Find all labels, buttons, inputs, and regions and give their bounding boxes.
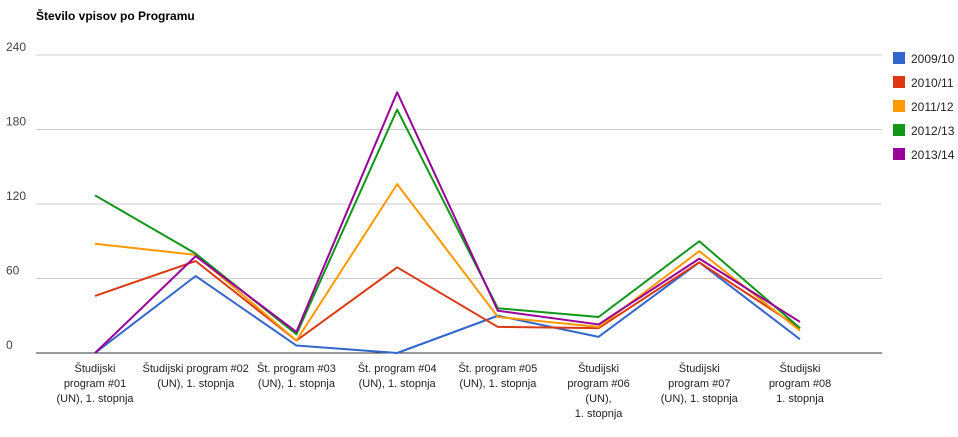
legend-swatch <box>893 52 905 64</box>
legend-swatch <box>893 124 905 136</box>
x-category-label-line: Št. program #04 <box>358 362 437 375</box>
x-category-label-line: (UN), 1. stopnja <box>157 378 235 390</box>
x-category-label: Študijski program #07 (UN), 1. stopnja <box>661 362 739 405</box>
legend-swatch <box>893 148 905 160</box>
x-category-label-line: (UN), 1. stopnja <box>459 378 537 390</box>
x-category-label: Študijski program #06 (UN), 1. stopnja <box>567 362 629 420</box>
series-line-1 <box>94 260 801 342</box>
x-category-label-line: (UN), 1. stopnja <box>661 393 739 405</box>
x-category-label-line: (UN), 1. stopnja <box>258 378 336 390</box>
x-category-label-line: Študijski <box>75 362 116 375</box>
x-category-label-line: (UN), 1. stopnja <box>359 378 437 390</box>
x-category-label: Študijski program #02 (UN), 1. stopnja <box>143 362 249 390</box>
y-tick-label: 240 <box>6 40 26 54</box>
legend-label: 2011/12 <box>911 100 954 114</box>
series-layer <box>94 91 801 354</box>
series-line-0 <box>94 261 801 354</box>
x-category-label-line: program #06 <box>567 378 629 390</box>
chart-title: Število vpisov po Programu <box>36 9 195 23</box>
x-category-label-line: program #08 <box>769 378 831 390</box>
x-category-label-line: Študijski <box>679 362 720 375</box>
x-category-label-line: Št. program #03 <box>257 362 336 375</box>
x-category-label: Št. program #05 (UN), 1. stopnja <box>458 362 537 390</box>
x-category-label-line: Št. program #05 <box>458 362 537 375</box>
legend-swatch <box>893 76 905 88</box>
x-category-label-line: Študijski <box>578 362 619 375</box>
x-category-label: Št. program #04 (UN), 1. stopnja <box>358 362 437 390</box>
x-category-label-line: 1. stopnja <box>776 393 825 405</box>
y-tick-label: 180 <box>6 115 26 129</box>
x-category-label: Št. program #03 (UN), 1. stopnja <box>257 362 336 390</box>
x-category-label: Študijski program #01 (UN), 1. stopnja <box>56 362 134 405</box>
x-category-label-line: 1. stopnja <box>575 408 624 420</box>
x-category-label-line: (UN), 1. stopnja <box>56 393 134 405</box>
series-line-3 <box>94 108 801 336</box>
y-tick-label: 120 <box>6 189 26 203</box>
legend-label: 2012/13 <box>911 124 955 138</box>
y-axis-ticks: 0 60 120 180 240 <box>6 40 26 352</box>
x-category-label-line: program #07 <box>668 378 730 390</box>
x-category-label-line: Študijski <box>780 362 821 375</box>
y-tick-label: 0 <box>6 338 13 352</box>
legend-label: 2013/14 <box>911 148 955 162</box>
x-category-label-line: (UN), <box>585 393 611 405</box>
legend-swatch <box>893 100 905 112</box>
x-category-label-line: Študijski program #02 <box>143 362 249 375</box>
legend-label: 2010/11 <box>911 76 954 90</box>
legend: 2009/10 2010/11 2011/12 2012/13 2013/14 <box>893 52 955 162</box>
x-category-label: Študijski program #08 1. stopnja <box>769 362 831 405</box>
legend-label: 2009/10 <box>911 52 955 66</box>
grid-layer <box>36 54 882 354</box>
x-category-label-line: program #01 <box>64 378 126 390</box>
y-tick-label: 60 <box>6 264 20 278</box>
series-line-4 <box>94 91 801 354</box>
